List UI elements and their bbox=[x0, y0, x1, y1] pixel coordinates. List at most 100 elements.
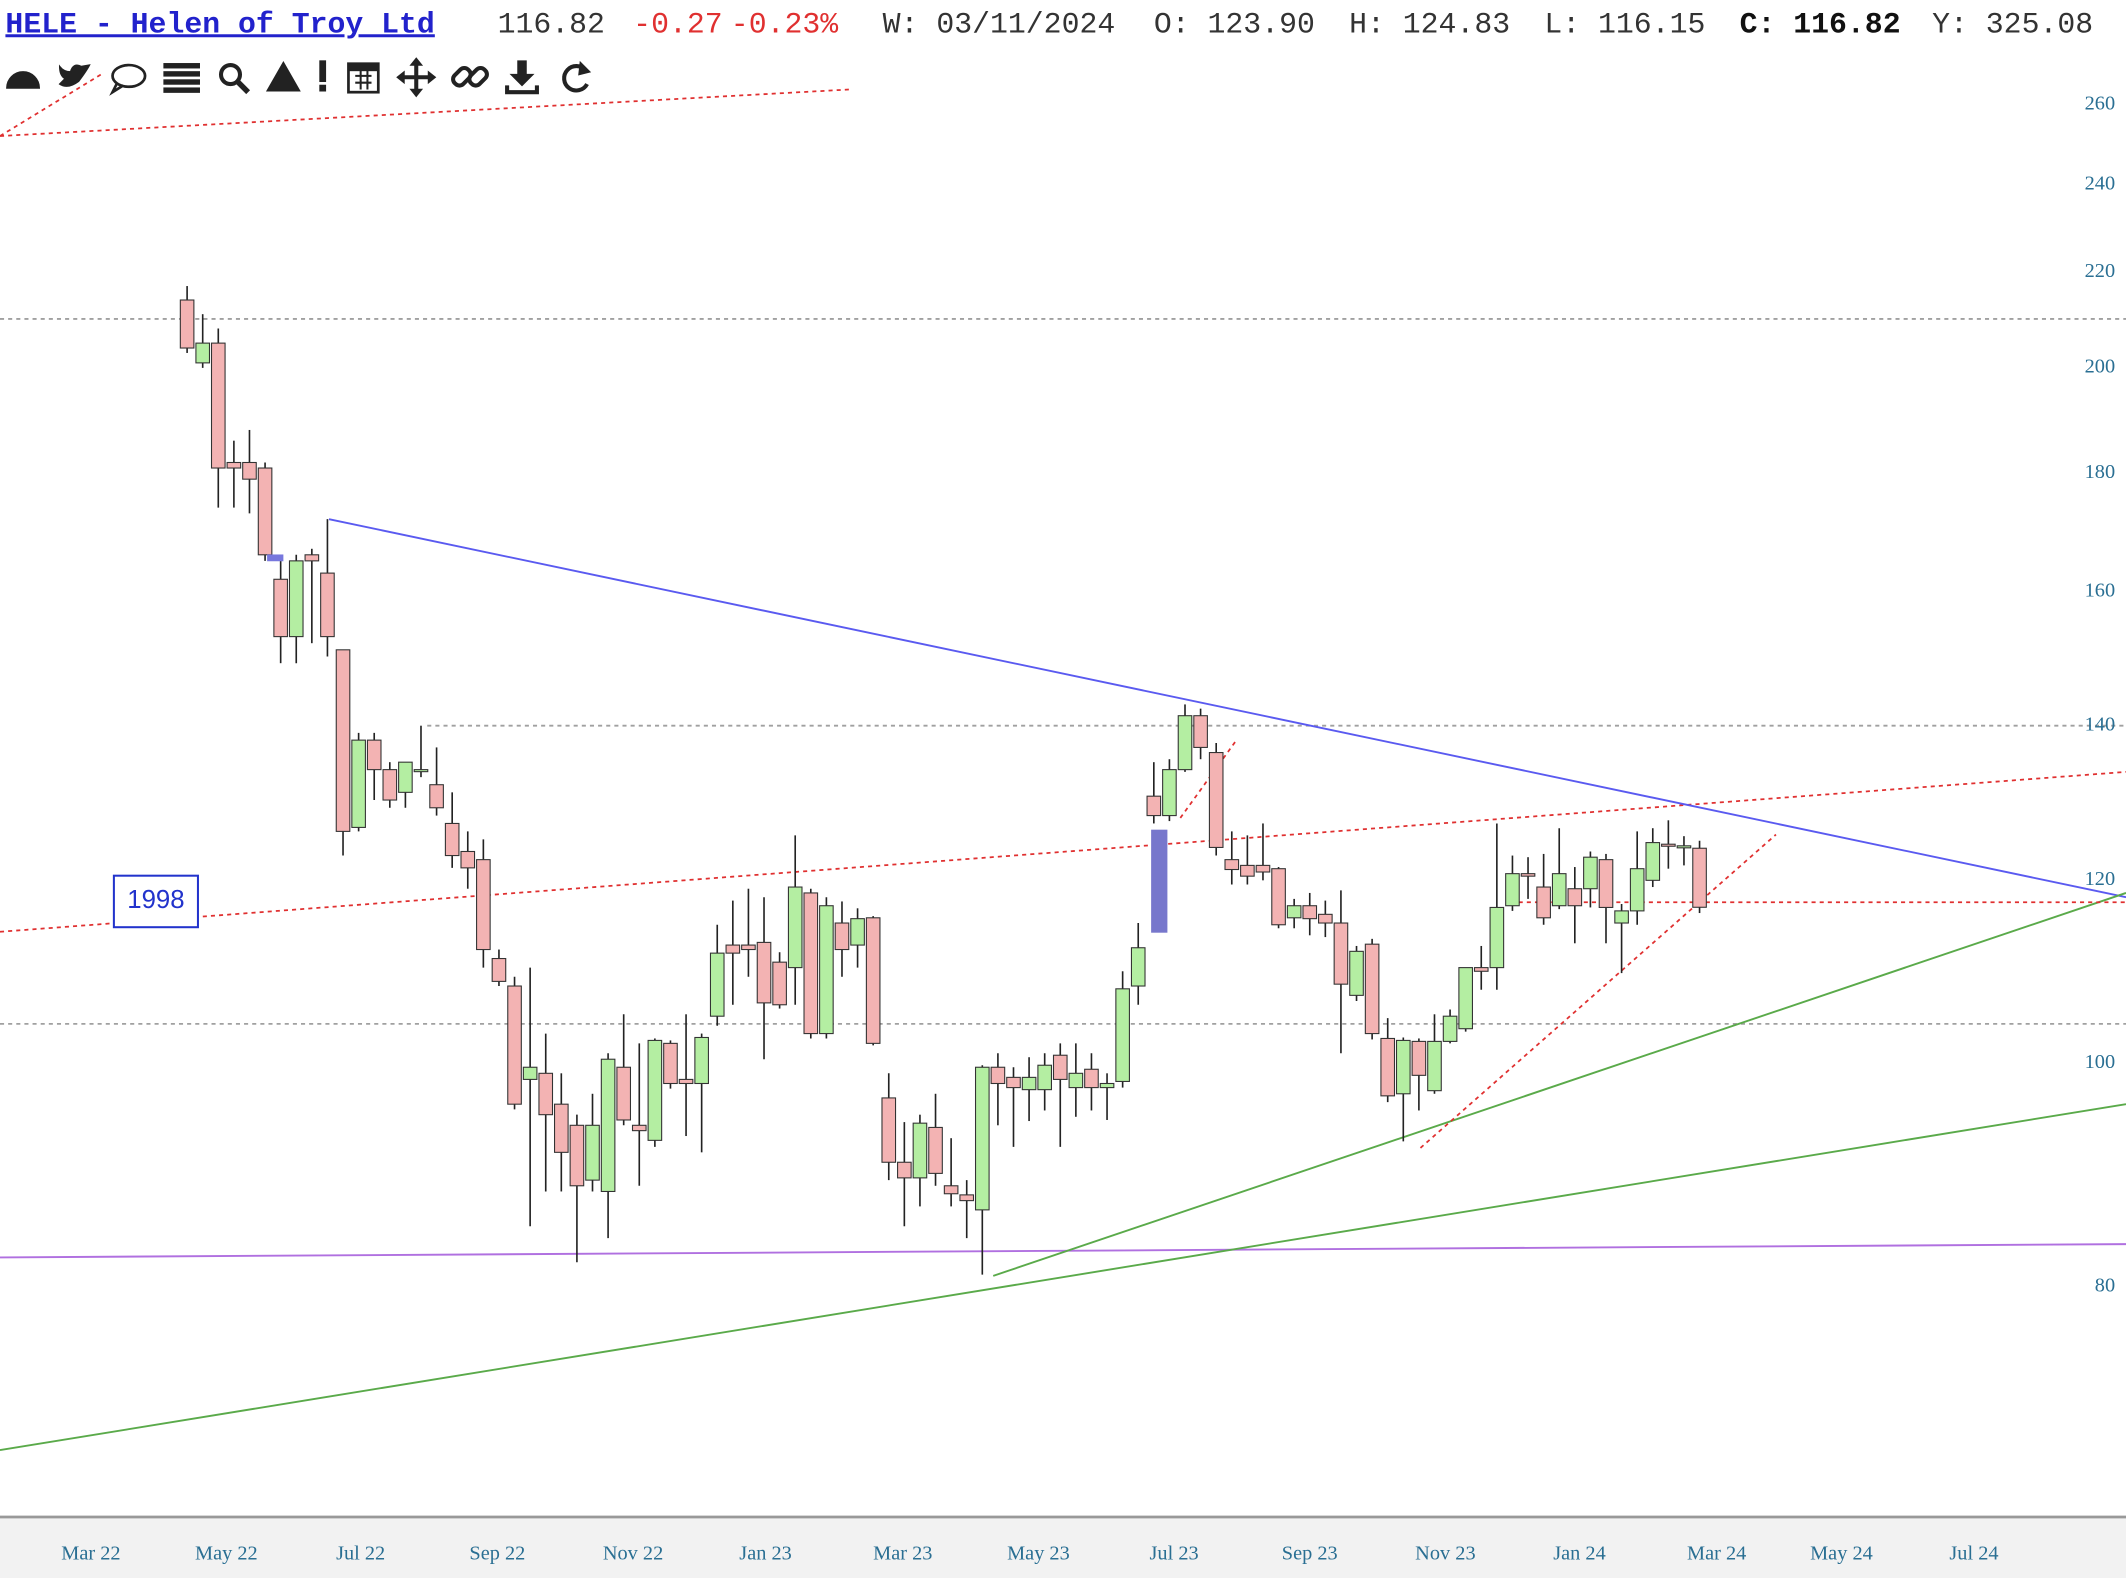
move-icon[interactable] bbox=[396, 57, 437, 98]
candle-body bbox=[600, 1058, 616, 1193]
list-icon[interactable] bbox=[163, 63, 200, 93]
candle-body bbox=[897, 1161, 912, 1179]
candle-body bbox=[1520, 873, 1536, 877]
search-icon[interactable] bbox=[218, 63, 251, 95]
refresh-icon[interactable] bbox=[562, 60, 592, 93]
ytd: Y: 325.08 bbox=[1932, 7, 2093, 41]
candle-body bbox=[242, 461, 257, 480]
candle-body bbox=[772, 961, 787, 1006]
candle-body bbox=[195, 342, 211, 364]
candle-body bbox=[881, 1097, 897, 1163]
candle-body bbox=[1629, 868, 1645, 912]
candle-body bbox=[631, 1124, 647, 1132]
x-tick-label: Sep 23 bbox=[1282, 1543, 1338, 1565]
candle-body bbox=[1349, 950, 1364, 996]
candle-body bbox=[1676, 845, 1692, 849]
candle-body bbox=[398, 761, 413, 793]
y-tick-label: 80 bbox=[2095, 1275, 2115, 1297]
candle-body bbox=[1021, 1076, 1037, 1091]
marker-block bbox=[1151, 829, 1168, 933]
candle-body bbox=[850, 918, 865, 946]
candle-body bbox=[1489, 906, 1505, 969]
candle-body bbox=[1318, 913, 1333, 924]
candle-body bbox=[1224, 859, 1240, 871]
candle-body bbox=[460, 850, 476, 869]
candle-body bbox=[1380, 1037, 1396, 1097]
trend-line bbox=[0, 88, 852, 137]
high: H: 124.83 bbox=[1349, 7, 1510, 41]
calendar-icon[interactable] bbox=[347, 62, 380, 94]
candle-body bbox=[787, 886, 803, 969]
candle-body bbox=[1130, 947, 1146, 987]
candle-body bbox=[725, 944, 741, 954]
y-tick-label: 200 bbox=[2085, 356, 2116, 378]
candle-body bbox=[912, 1122, 928, 1179]
candle-body bbox=[1567, 888, 1583, 907]
candle-body bbox=[585, 1124, 600, 1181]
change: -0.27 bbox=[633, 7, 722, 41]
candle-body bbox=[1458, 967, 1473, 1030]
x-tick-label: Sep 22 bbox=[469, 1543, 525, 1565]
candle-body bbox=[1177, 715, 1193, 771]
candle-body bbox=[351, 739, 366, 828]
candle-body bbox=[1193, 715, 1208, 748]
candle-body bbox=[1052, 1054, 1068, 1080]
x-tick-label: Jul 23 bbox=[1150, 1543, 1199, 1565]
y-tick-label: 260 bbox=[2085, 92, 2116, 114]
candle-body bbox=[959, 1194, 975, 1202]
candle-body bbox=[1208, 752, 1224, 848]
alert-icon[interactable] bbox=[265, 60, 301, 92]
x-tick-label: May 24 bbox=[1810, 1543, 1873, 1565]
candle-body bbox=[444, 822, 460, 857]
candle-body bbox=[756, 941, 772, 1004]
candle-body bbox=[741, 944, 756, 951]
candle-body bbox=[1037, 1064, 1053, 1091]
candle-body bbox=[1271, 868, 1286, 926]
twitter-icon[interactable] bbox=[58, 64, 91, 87]
candle-body bbox=[366, 739, 382, 771]
candle-body bbox=[678, 1078, 694, 1085]
candle-body bbox=[834, 922, 850, 951]
candle-body bbox=[226, 461, 242, 469]
candle-body bbox=[320, 572, 335, 638]
trend-line bbox=[328, 518, 2126, 899]
candle-body bbox=[335, 649, 351, 832]
change-pct: -0.23% bbox=[731, 7, 838, 41]
comment-icon[interactable] bbox=[109, 63, 147, 96]
candle-body bbox=[1068, 1072, 1084, 1089]
x-tick-label: Nov 23 bbox=[1415, 1543, 1475, 1565]
candle-body bbox=[304, 554, 320, 562]
dashboard-icon[interactable] bbox=[6, 71, 40, 89]
candle-body bbox=[819, 905, 834, 1035]
candle-body bbox=[522, 1066, 538, 1080]
toolbar bbox=[6, 57, 592, 98]
symbol-link[interactable]: HELE - Helen of Troy Ltd bbox=[5, 7, 434, 41]
candle-body bbox=[569, 1124, 585, 1187]
x-axis-band bbox=[0, 1516, 2126, 1578]
x-tick-label: Jan 23 bbox=[739, 1543, 792, 1565]
low: L: 116.15 bbox=[1544, 7, 1705, 41]
header-bg bbox=[0, 0, 2126, 47]
candle-body bbox=[663, 1042, 678, 1085]
y-tick-label: 220 bbox=[2085, 260, 2116, 282]
candle-body bbox=[1536, 886, 1551, 919]
week: W: 03/11/2024 bbox=[883, 7, 1116, 41]
x-tick-label: Mar 22 bbox=[61, 1543, 120, 1565]
candle-body bbox=[1692, 847, 1707, 908]
candle-body bbox=[990, 1066, 1006, 1085]
candle-body bbox=[709, 952, 725, 1017]
exclaim-icon[interactable] bbox=[319, 60, 327, 92]
trend-line bbox=[992, 892, 2126, 1277]
link-icon[interactable] bbox=[451, 65, 489, 88]
candle-body bbox=[1146, 795, 1162, 817]
x-tick-label: Mar 24 bbox=[1687, 1543, 1746, 1565]
candle-body bbox=[1551, 873, 1567, 907]
download-icon[interactable] bbox=[505, 60, 539, 95]
candle-body bbox=[1099, 1082, 1115, 1089]
trend-line bbox=[0, 770, 2126, 933]
candle-body bbox=[1598, 859, 1614, 908]
candle-body bbox=[1084, 1068, 1099, 1089]
open: O: 123.90 bbox=[1154, 7, 1315, 41]
candle-body bbox=[1115, 988, 1130, 1082]
x-tick-label: Mar 23 bbox=[873, 1543, 932, 1565]
